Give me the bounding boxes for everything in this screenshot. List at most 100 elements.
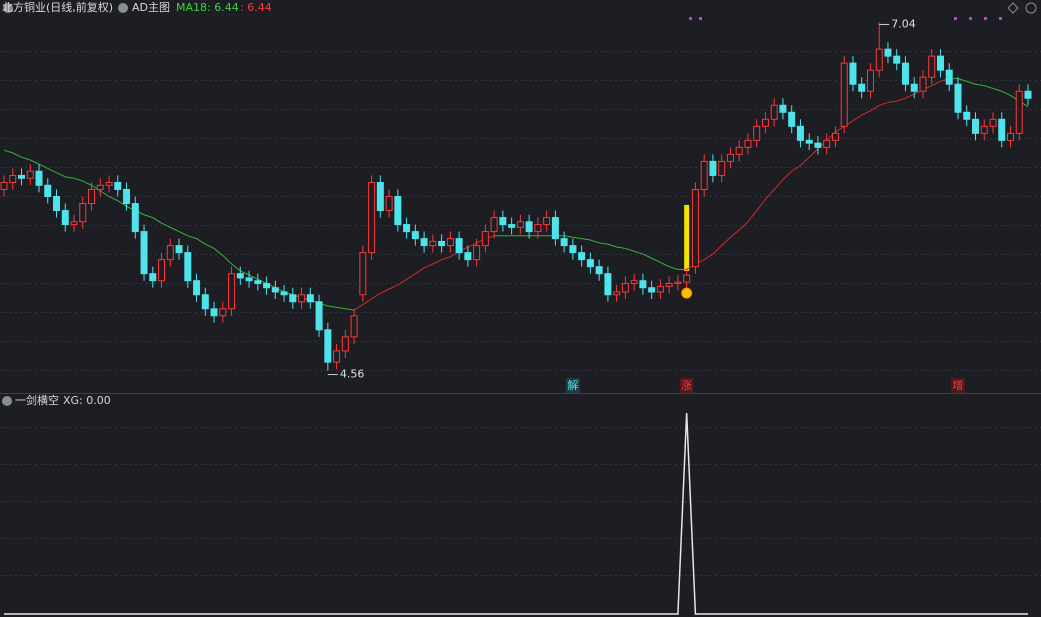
candle-body <box>595 266 603 275</box>
candle-body <box>534 224 542 233</box>
candle-body <box>866 69 874 92</box>
sub-indicator-legend: XG: 0.00 <box>63 394 111 407</box>
signal-label: 涨 <box>681 379 692 392</box>
candle-body <box>648 287 656 293</box>
candle-body <box>849 62 857 85</box>
ma-line <box>108 196 118 202</box>
candle-body <box>61 210 69 226</box>
ma-line <box>161 222 171 228</box>
ma-line <box>957 78 967 82</box>
candle-body <box>429 240 437 247</box>
candle-body <box>350 315 358 338</box>
sub-menu-icon[interactable] <box>2 396 12 406</box>
candle-body <box>166 245 174 261</box>
candle-body <box>831 132 839 141</box>
ma-line <box>47 167 57 174</box>
candle-body <box>35 170 43 186</box>
candle-body <box>770 104 778 120</box>
ma-line <box>590 239 600 244</box>
candle-body <box>219 308 227 317</box>
candle-body <box>1015 90 1023 134</box>
candle-body <box>674 281 682 285</box>
ma-line <box>248 274 259 280</box>
candle-body <box>718 160 726 176</box>
ma-line <box>634 250 644 255</box>
candle-body <box>18 174 26 179</box>
candle-body <box>779 104 787 113</box>
ma-line <box>905 93 915 99</box>
candle-body <box>744 139 752 148</box>
ma-line <box>117 200 127 207</box>
close-icon[interactable] <box>1025 2 1037 14</box>
candle-body <box>53 196 61 212</box>
candle-body <box>298 294 306 303</box>
ma-line <box>564 235 573 238</box>
ma-line <box>992 87 1002 92</box>
ma-line <box>3 149 13 154</box>
candle-body <box>753 125 761 141</box>
candle-body <box>280 291 288 296</box>
candle-body <box>823 139 831 148</box>
ma-line <box>721 236 731 246</box>
ma-line <box>747 210 758 223</box>
candle-body <box>359 252 367 296</box>
indicator-menu-icon[interactable] <box>118 3 128 13</box>
ma-line <box>975 83 985 87</box>
menu-icon[interactable] <box>3 3 13 13</box>
candle-body <box>875 48 883 71</box>
candle-body <box>193 280 201 296</box>
candle-body <box>306 294 314 303</box>
candle-body <box>936 55 944 71</box>
settings-icon[interactable] <box>1007 2 1019 14</box>
candle-body <box>551 217 559 240</box>
ma-line <box>143 214 153 219</box>
signal-label-bg <box>950 378 965 393</box>
ma-line <box>152 217 162 224</box>
candle-body <box>621 283 629 293</box>
ma-line <box>257 278 267 284</box>
candle-body <box>788 111 796 127</box>
signal-icon <box>681 287 693 299</box>
signal-bar <box>684 204 690 271</box>
ma-line <box>467 242 477 248</box>
candle-body <box>123 188 131 205</box>
ma-line <box>205 243 215 249</box>
candle-body <box>919 76 927 92</box>
ma-line <box>660 262 670 268</box>
candle-body <box>149 273 157 282</box>
signal-label-bg <box>565 378 580 393</box>
ma-line <box>406 273 416 280</box>
ma-line <box>187 235 197 240</box>
ma-line <box>808 148 819 158</box>
indicator-line <box>4 413 1028 615</box>
annotation-label: 4.56 <box>340 368 365 381</box>
candle-body <box>210 308 218 317</box>
candle-body <box>263 283 271 289</box>
ma-line <box>423 263 434 269</box>
ma-line <box>380 288 390 294</box>
candle-body <box>481 231 489 247</box>
candle-body <box>455 238 463 254</box>
candle-body <box>131 203 139 233</box>
ma-line <box>73 177 83 182</box>
ma-line <box>896 97 906 102</box>
candle-body <box>341 336 349 352</box>
ma-line <box>336 306 346 310</box>
candle-body <box>175 245 183 254</box>
candle-body <box>971 118 979 134</box>
candle-body <box>254 280 262 285</box>
ma-line <box>12 152 22 158</box>
candle-body <box>245 277 253 282</box>
candle-body <box>289 294 297 303</box>
candle-body <box>88 188 96 205</box>
ma-line <box>984 85 994 89</box>
candle-body <box>228 273 236 310</box>
stock-title: 北方铜业(日线,前复权) <box>2 0 113 14</box>
ma-line <box>415 267 425 275</box>
candle-body <box>1006 132 1014 141</box>
candle-body <box>796 125 804 141</box>
candle-body <box>473 245 481 261</box>
candle-body <box>403 224 411 233</box>
ma-line <box>231 263 241 272</box>
